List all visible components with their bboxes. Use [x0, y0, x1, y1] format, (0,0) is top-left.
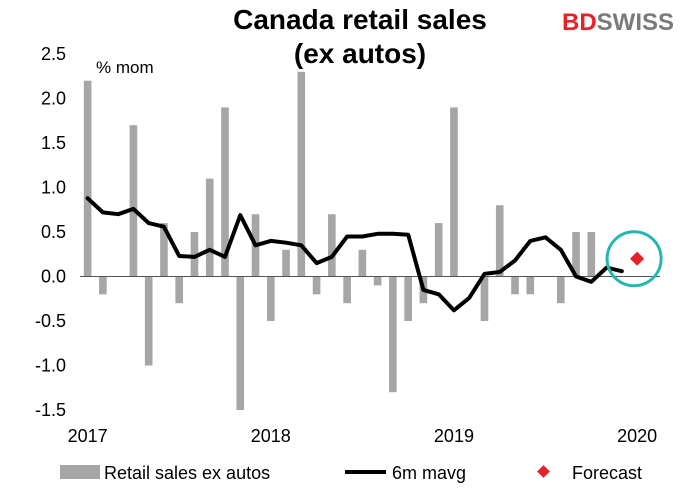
- bar: [160, 223, 168, 277]
- bar: [587, 232, 596, 277]
- legend-label-line: 6m mavg: [392, 463, 466, 483]
- legend-label-bars: Retail sales ex autos: [104, 463, 270, 483]
- bar: [450, 107, 458, 277]
- bar: [297, 71, 306, 277]
- bar: [221, 107, 229, 277]
- bar: [373, 276, 382, 286]
- bar: [389, 276, 397, 393]
- bar: [556, 276, 565, 304]
- bar: [358, 249, 367, 277]
- y-tick-label: 1.5: [41, 133, 66, 153]
- y-tick-label: -0.5: [35, 311, 66, 331]
- bar: [99, 276, 107, 295]
- bar: [205, 178, 214, 277]
- x-axis: 2017 2018 2019 2020: [68, 426, 658, 446]
- brand-logo: BDSWISS: [562, 9, 674, 36]
- logo-part-bd: BD: [562, 9, 597, 36]
- y-tick-label: 0.5: [41, 222, 66, 242]
- bar: [312, 276, 321, 295]
- bar: [175, 276, 184, 304]
- bar: [434, 223, 443, 277]
- bar: [572, 232, 580, 277]
- x-tick-label: 2019: [434, 426, 474, 446]
- bar: [404, 276, 412, 321]
- y-tick-label: 0.0: [41, 267, 66, 287]
- y-tick-label: 2.0: [41, 89, 66, 109]
- bar: [526, 276, 535, 295]
- bar: [129, 125, 138, 277]
- y-axis: 2.5 2.0 1.5 1.0 0.5 0.0 -0.5 -1.0 -1.5: [35, 44, 66, 420]
- bar: [511, 276, 519, 295]
- mavg-line: [85, 196, 624, 313]
- bar: [480, 276, 489, 321]
- chart-title: Canada retail sales (ex autos): [233, 4, 487, 69]
- legend-swatch-forecast: [537, 465, 550, 478]
- bar: [343, 276, 351, 304]
- x-tick-label: 2017: [68, 426, 108, 446]
- x-tick-label: 2020: [617, 426, 657, 446]
- chart-title-line2: (ex autos): [294, 38, 426, 69]
- logo-part-swiss: SWISS: [597, 9, 674, 36]
- bar: [266, 276, 275, 321]
- bar: [282, 249, 290, 277]
- unit-label: % mom: [96, 58, 154, 77]
- y-tick-label: 1.0: [41, 178, 66, 198]
- legend: Retail sales ex autos 6m mavg Forecast: [60, 463, 642, 483]
- y-tick-label: -1.5: [35, 400, 66, 420]
- bar: [144, 276, 153, 366]
- chart-title-line1: Canada retail sales: [233, 4, 487, 35]
- bar: [83, 80, 92, 277]
- y-tick-label: -1.0: [35, 356, 66, 376]
- bar-series: [83, 71, 596, 410]
- y-tick-label: 2.5: [41, 44, 66, 64]
- legend-swatch-bars: [60, 465, 100, 479]
- forecast-point: [630, 251, 645, 266]
- forecast-highlight-circle: [605, 230, 663, 288]
- forecast-series: [605, 230, 663, 288]
- bar: [190, 232, 199, 277]
- bar: [328, 214, 336, 277]
- x-tick-label: 2018: [251, 426, 291, 446]
- bar: [236, 276, 245, 410]
- bar: [495, 205, 504, 277]
- legend-label-forecast: Forecast: [572, 463, 642, 483]
